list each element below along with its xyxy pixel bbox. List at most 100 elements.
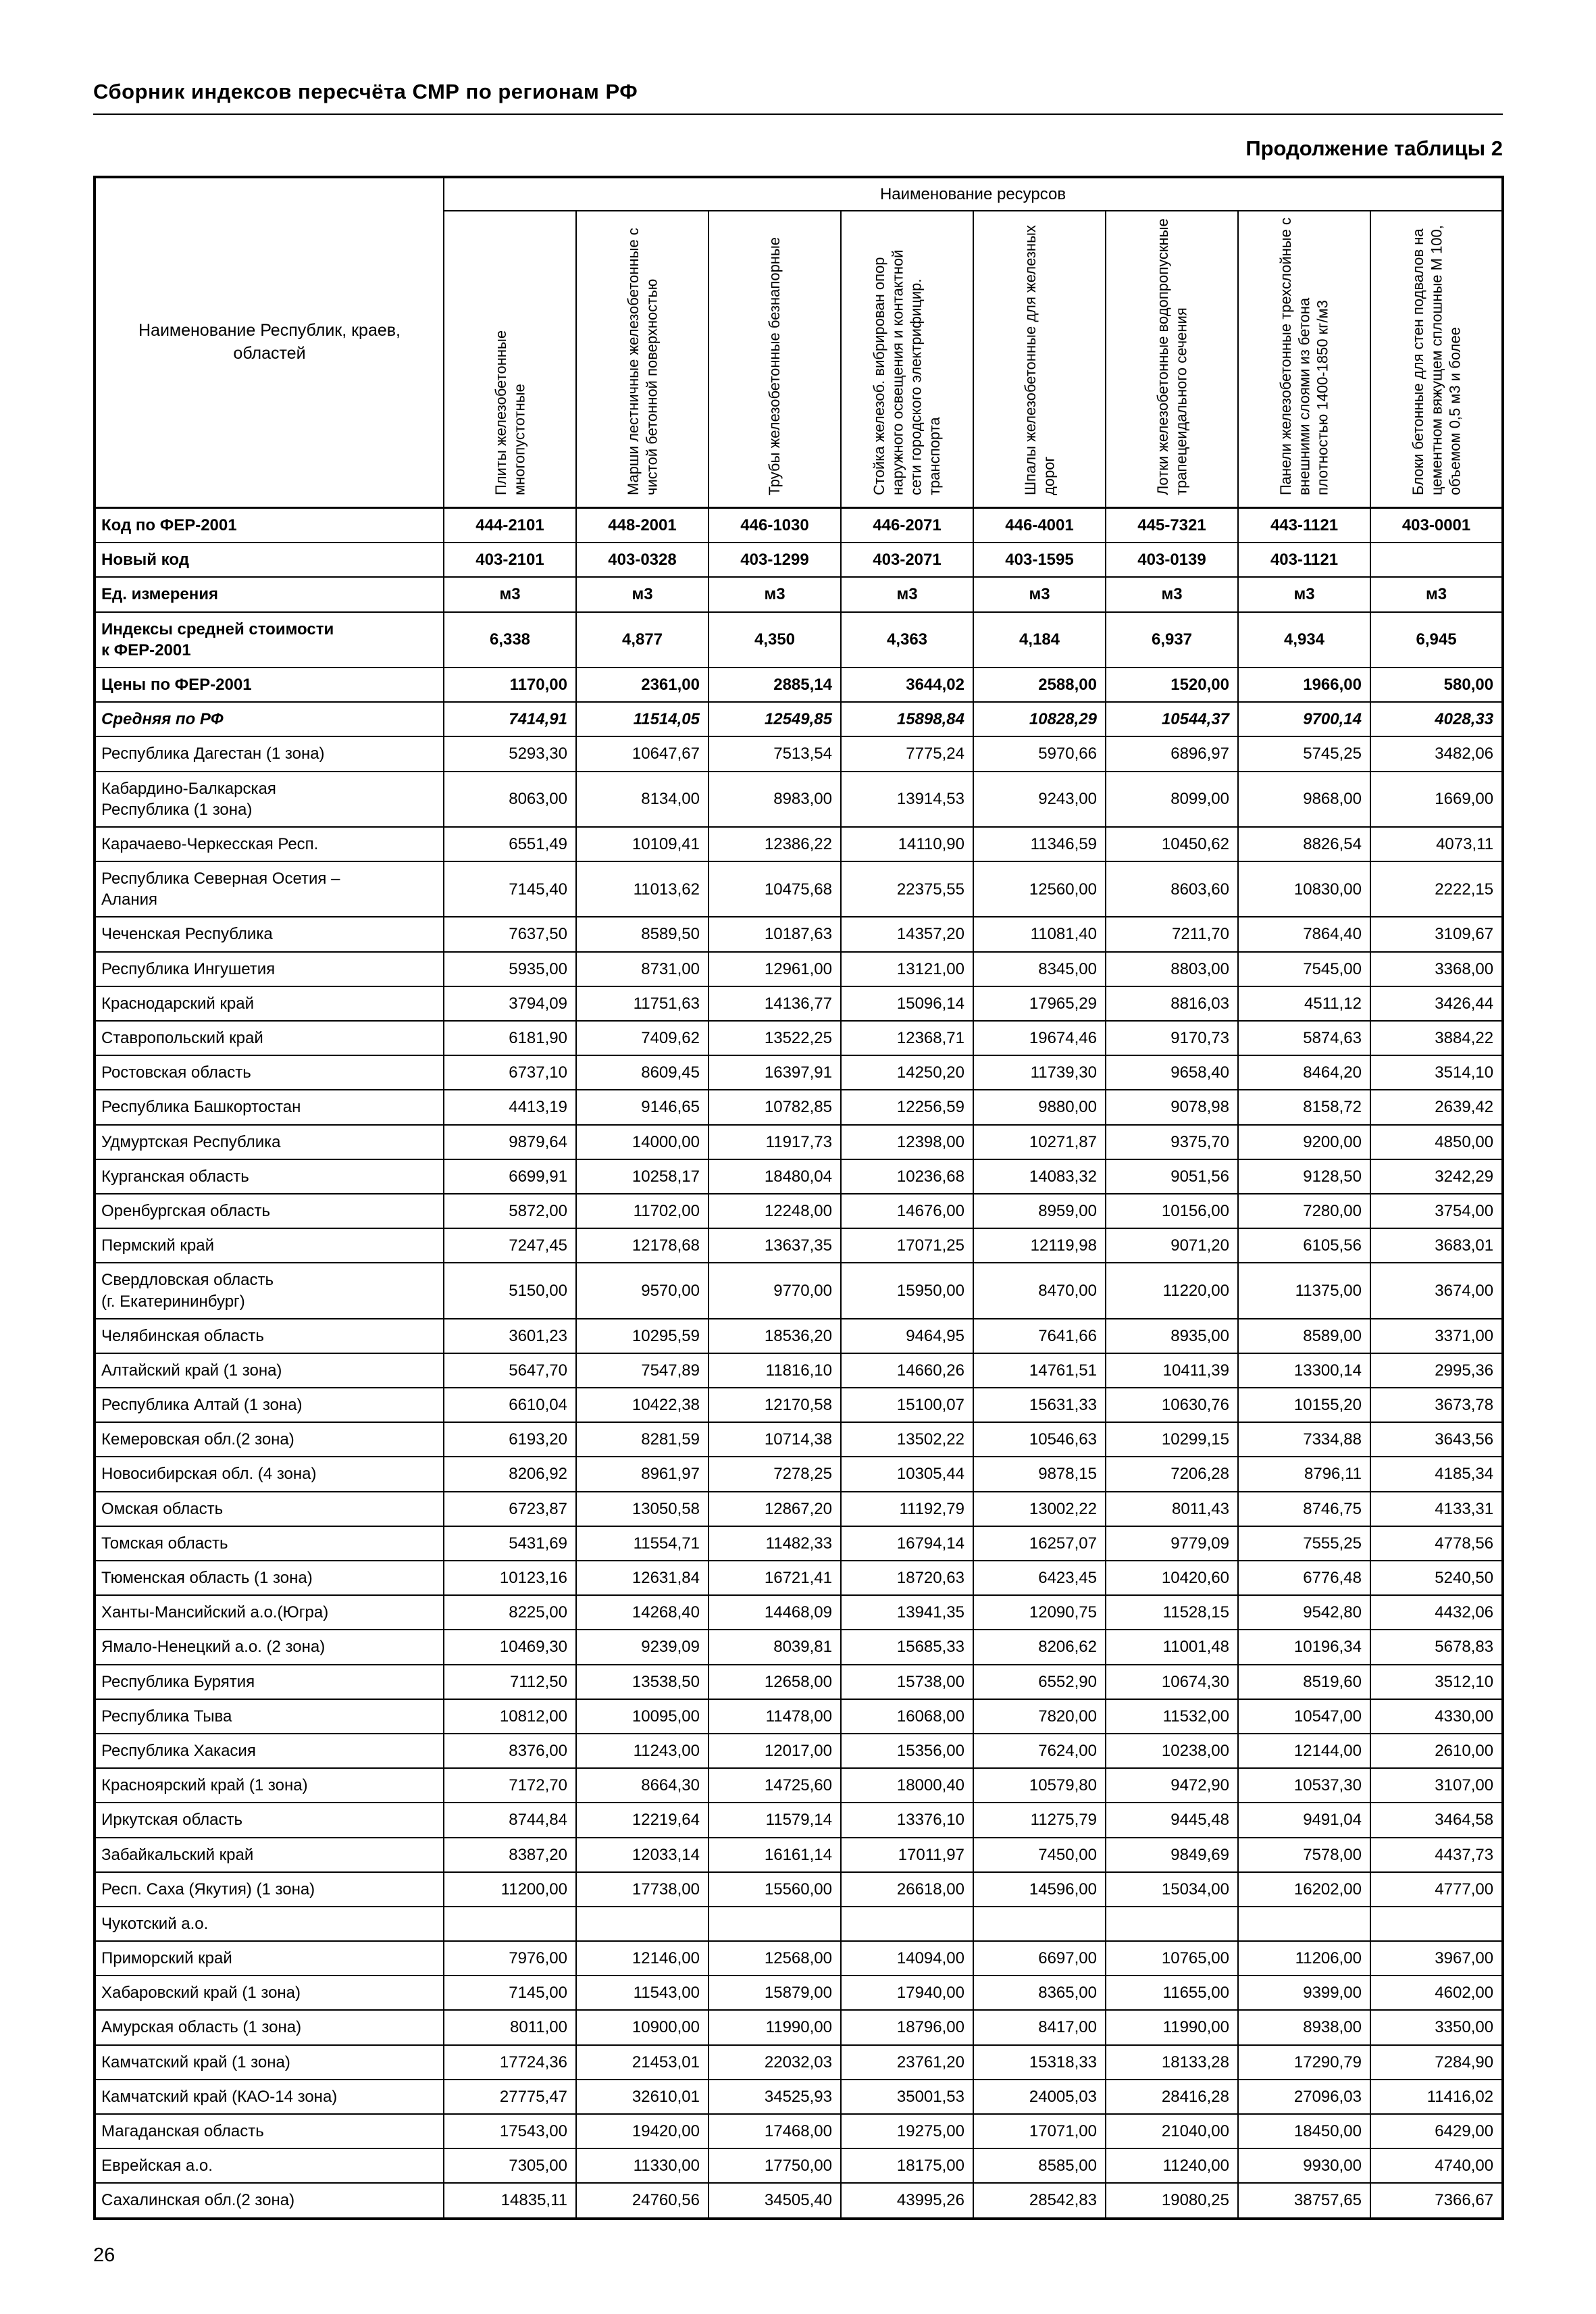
value-cell: 9472,90: [1105, 1767, 1239, 1804]
value-cell: 14268,40: [575, 1594, 709, 1631]
value-cell: 6429,00: [1369, 2113, 1504, 2150]
value-cell: 9930,00: [1237, 2148, 1371, 2184]
value-cell: 17071,00: [973, 2113, 1106, 2150]
value-cell: 6423,45: [973, 1559, 1106, 1596]
value-cell: 12219,64: [575, 1802, 709, 1838]
value-cell: 3482,06: [1369, 736, 1504, 772]
value-cell: [1369, 1905, 1504, 1942]
region-name-cell: Респ. Саха (Якутия) (1 зона): [94, 1871, 444, 1907]
value-cell: 8039,81: [708, 1629, 842, 1665]
value-cell: 446-4001: [973, 507, 1106, 544]
region-name-cell: Средняя по РФ: [94, 701, 444, 738]
value-cell: 16161,14: [708, 1836, 842, 1873]
value-cell: 10156,00: [1105, 1192, 1239, 1230]
value-cell: 8470,00: [973, 1262, 1106, 1319]
value-cell: 8959,00: [973, 1192, 1106, 1230]
value-cell: 8063,00: [443, 770, 577, 828]
value-cell: 403-1299: [708, 542, 842, 578]
value-cell: 7409,62: [575, 1020, 709, 1057]
value-cell: 9491,04: [1237, 1802, 1371, 1838]
meta-row: Ед. измерения м3 м3 м3 м3 м3 м3 м3 м3: [94, 576, 1504, 613]
value-cell: 27775,47: [443, 2078, 577, 2115]
value-cell: 6776,48: [1237, 1559, 1371, 1596]
value-cell: 12867,20: [708, 1490, 842, 1527]
vertical-headers-row: Плиты железобетонные многопустотные Марши…: [95, 210, 1504, 509]
value-cell: 9868,00: [1237, 770, 1371, 828]
value-cell: 446-1030: [708, 507, 842, 544]
vertical-header-text: Плиты железобетонные многопустотные: [492, 330, 527, 495]
region-name-cell: Код по ФЕР-2001: [94, 507, 444, 544]
value-cell: 12386,22: [708, 826, 842, 863]
region-name-cell: Курганская область: [94, 1158, 444, 1194]
value-cell: 8983,00: [708, 770, 842, 828]
value-cell: 8134,00: [575, 770, 709, 828]
value-cell: 16721,41: [708, 1559, 842, 1596]
value-cell: 10420,60: [1105, 1559, 1239, 1596]
value-cell: 8519,60: [1237, 1663, 1371, 1700]
region-name-cell: Амурская область (1 зона): [94, 2009, 444, 2046]
value-cell: 10475,68: [708, 861, 842, 918]
value-cell: 4,363: [840, 611, 974, 668]
value-cell: 15738,00: [840, 1663, 974, 1700]
value-cell: 15318,33: [973, 2044, 1106, 2080]
region-name-cell: Приморский край: [94, 1940, 444, 1977]
meta-row: Цены по ФЕР-2001 1170,00 2361,00 2885,14 364…: [94, 666, 1504, 703]
value-cell: 7247,45: [443, 1228, 577, 1264]
region-name-cell: Республика Башкортостан: [94, 1089, 444, 1126]
value-cell: 8206,92: [443, 1456, 577, 1492]
value-cell: 3754,00: [1369, 1192, 1504, 1230]
value-cell: 1669,00: [1369, 770, 1504, 828]
meta-row: Средняя по РФ 7414,91 11514,05 12549,85 1589…: [94, 701, 1504, 738]
value-cell: 15100,07: [840, 1387, 974, 1424]
value-cell: 8731,00: [575, 951, 709, 987]
value-cell: 8603,60: [1105, 861, 1239, 918]
value-cell: 8206,62: [973, 1629, 1106, 1665]
value-cell: 11200,00: [443, 1871, 577, 1907]
value-cell: 4740,00: [1369, 2148, 1504, 2184]
value-cell: 10271,87: [973, 1124, 1106, 1160]
value-cell: 9879,64: [443, 1124, 577, 1160]
table-row: Кабардино-Балкарская Республика (1 зона)…: [94, 770, 1504, 828]
region-name-cell: Республика Ингушетия: [94, 951, 444, 987]
value-cell: 6896,97: [1105, 736, 1239, 772]
value-cell: 8796,11: [1237, 1456, 1371, 1492]
value-cell: 4073,11: [1369, 826, 1504, 863]
value-cell: 11917,73: [708, 1124, 842, 1160]
value-cell: [973, 1905, 1106, 1942]
region-name-cell: Новосибирская обл. (4 зона): [94, 1456, 444, 1492]
value-cell: 12017,00: [708, 1732, 842, 1769]
value-cell: 9078,98: [1105, 1089, 1239, 1126]
value-cell: 6551,49: [443, 826, 577, 863]
value-cell: 13050,58: [575, 1490, 709, 1527]
value-cell: 7145,00: [443, 1975, 577, 2011]
value-cell: 34505,40: [708, 2182, 842, 2219]
value-cell: 13637,35: [708, 1228, 842, 1264]
value-cell: 7578,00: [1237, 1836, 1371, 1873]
value-cell: 7624,00: [973, 1732, 1106, 1769]
value-cell: 6193,20: [443, 1422, 577, 1458]
value-cell: 7284,90: [1369, 2044, 1504, 2080]
value-cell: 580,00: [1369, 666, 1504, 703]
value-cell: 10411,39: [1105, 1352, 1239, 1389]
value-cell: 10579,80: [973, 1767, 1106, 1804]
value-cell: 11081,40: [973, 916, 1106, 953]
value-cell: 11220,00: [1105, 1262, 1239, 1319]
value-cell: 8099,00: [1105, 770, 1239, 828]
value-cell: м3: [973, 576, 1106, 613]
value-cell: 9243,00: [973, 770, 1106, 828]
value-cell: 5150,00: [443, 1262, 577, 1319]
table-caption: Продолжение таблицы 2: [1245, 136, 1503, 160]
value-cell: 2361,00: [575, 666, 709, 703]
value-cell: 7450,00: [973, 1836, 1106, 1873]
value-cell: 13376,10: [840, 1802, 974, 1838]
table-row: Челябинская область 3601,23 10295,59 18536,…: [94, 1317, 1504, 1354]
value-cell: 12631,84: [575, 1559, 709, 1596]
value-cell: 10630,76: [1105, 1387, 1239, 1424]
region-name-cell: Еврейская а.о.: [94, 2148, 444, 2184]
value-cell: 11346,59: [973, 826, 1106, 863]
value-cell: 445-7321: [1105, 507, 1239, 544]
table-row: Ростовская область 6737,10 8609,45 16397,91…: [94, 1055, 1504, 1091]
value-cell: 11751,63: [575, 985, 709, 1022]
value-cell: 17543,00: [443, 2113, 577, 2150]
